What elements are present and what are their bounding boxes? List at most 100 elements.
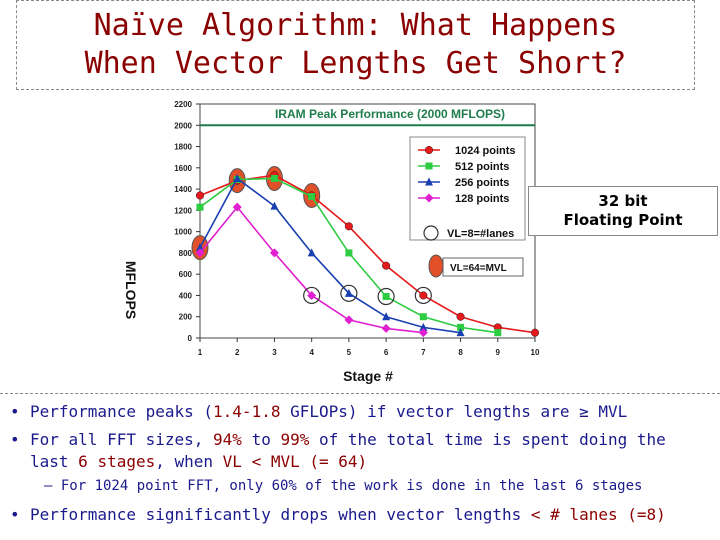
data-point-256-points [456,328,465,337]
y-tick-label: 200 [179,313,193,322]
data-point-512-points [196,203,204,211]
bullet-dot: • [10,505,20,524]
mflops-chart: 0 200 400 600 800 1000 1200 1400 1600 1800 2000 220… [123,100,540,384]
data-point-256-points [419,322,428,331]
y-tick-label: 1200 [174,206,192,215]
data-point-1024-points [456,312,465,321]
data-point-1024-points [344,222,353,231]
bullet-3-text-a: Performance significantly drops when vec… [30,505,531,524]
bullet-1-highlight: 1.4-1.8 [213,402,281,421]
sub-bullet: – For 1024 point FFT, only 60% of the wo… [44,478,643,494]
vl64-legend-label: VL=64=MVL [450,263,507,274]
data-point-512-points [457,323,465,331]
title-box: Naïve Algorithm: What Happens When Vecto… [16,0,695,90]
vl8-legend-label: VL=8=#lanes [447,228,514,240]
legend-marker [425,162,433,170]
bullet-list: • Performance peaks (1.4-1.8 GFLOPs) if v… [0,393,720,540]
legend-box [409,136,526,241]
data-point-1024-points [382,261,391,270]
data-point-128-points [418,328,428,338]
vl64-legend-marker [428,254,444,278]
bullet-1-text-c: GFLOPs) if vector lengths are ≥ MVL [280,402,628,421]
bullet-2: • For all FFT sizes, 94% to 99% of the to… [10,430,666,449]
data-point-128-points [232,202,242,212]
data-point-128-points [307,290,317,300]
x-tick-label: 3 [272,348,277,357]
x-tick-label: 2 [235,348,240,357]
bullet-3: • Performance significantly drops when ve… [10,505,666,524]
data-point-256-points [233,173,242,182]
data-point-1024-points [195,191,204,200]
x-tick-label: 4 [309,348,314,357]
y-tick-label: 1000 [174,228,192,237]
y-tick-label: 1800 [174,143,192,152]
vl8-highlight-marker [414,286,432,305]
legend-label: 1024 points [455,145,516,157]
bullet-dot: • [10,402,20,421]
y-tick-label: 1400 [174,185,192,194]
bullet-2-cont-text-c: , when [155,452,223,471]
series-line-128-points [199,205,424,334]
y-tick-label: 1600 [174,164,192,173]
legend-marker [425,145,434,154]
data-point-128-points [381,323,391,333]
x-tick-label: 9 [496,348,501,357]
data-point-512-points [494,329,502,337]
x-axis-label: Stage # [343,368,393,384]
data-point-256-points [344,288,353,297]
x-tick-label: 5 [347,348,352,357]
data-point-128-points [344,315,354,325]
floating-point-note: 32 bit Floating Point [528,186,718,236]
bullet-2-text-e: of the total time is spent doing the [309,430,666,449]
data-point-512-points [382,293,390,301]
bullet-2-highlight-99: 99% [280,430,310,449]
bullet-2-text-a: For all FFT sizes, [30,430,214,449]
vl8-highlight-marker [303,286,321,305]
bullet-1-text-a: Performance peaks ( [30,402,214,421]
legend-label: 256 points [455,177,509,189]
x-tick-label: 10 [531,348,540,357]
y-tick-label: 2000 [174,121,192,130]
vl8-highlight-marker [377,287,395,306]
data-point-256-points [307,248,316,257]
y-tick-label: 2200 [174,100,192,109]
y-tick-label: 600 [179,270,193,279]
data-point-1024-points [419,291,428,300]
bullet-3-highlight: < # lanes (=8) [530,505,666,524]
series-line-1024-points [199,174,536,334]
data-point-256-points [270,201,279,210]
data-point-512-points [345,249,353,257]
x-tick-label: 7 [421,348,426,357]
note-line-2: Floating Point [563,211,683,229]
bullet-2-continued: last 6 stages, when VL < MVL (= 64) [30,452,367,471]
x-tick-label: 1 [198,348,203,357]
y-axis-label: MFLOPS [123,261,139,319]
data-point-128-points [195,248,205,258]
note-line-1: 32 bit [598,192,648,210]
legend-marker [425,177,433,186]
bullet-2-text-c: to [241,430,281,449]
data-point-256-points [196,243,204,252]
vl8-highlight-marker [340,284,358,302]
slide-title-line-1: Naïve Algorithm: What Happens [93,8,618,43]
data-point-512-points [308,193,316,201]
y-tick-label: 400 [179,291,193,300]
bullet-2-highlight-94: 94% [213,430,242,449]
bullet-2-cont-highlight-vl: VL < MVL (= 64) [222,452,368,471]
vl8-legend-marker [423,225,439,241]
y-tick-label: 0 [188,334,193,343]
x-tick-label: 6 [384,348,389,357]
legend-label: 512 points [455,161,509,173]
bullet-2-cont-highlight-stages: 6 stages [78,452,156,471]
data-point-512-points [419,313,427,321]
peak-reference-label: IRAM Peak Performance (2000 MFLOPS) [275,107,505,121]
slide-title-line-2: When Vector Lengths Get Short? [84,46,627,81]
data-point-256-points [382,312,391,321]
series-line-256-points [199,177,461,334]
y-tick-label: 800 [179,249,193,258]
bullet-1: • Performance peaks (1.4-1.8 GFLOPs) if v… [10,402,628,421]
legend-label: 128 points [455,193,509,205]
data-point-1024-points [531,328,540,337]
legend-marker [424,193,434,203]
bullet-dot: • [10,430,20,449]
